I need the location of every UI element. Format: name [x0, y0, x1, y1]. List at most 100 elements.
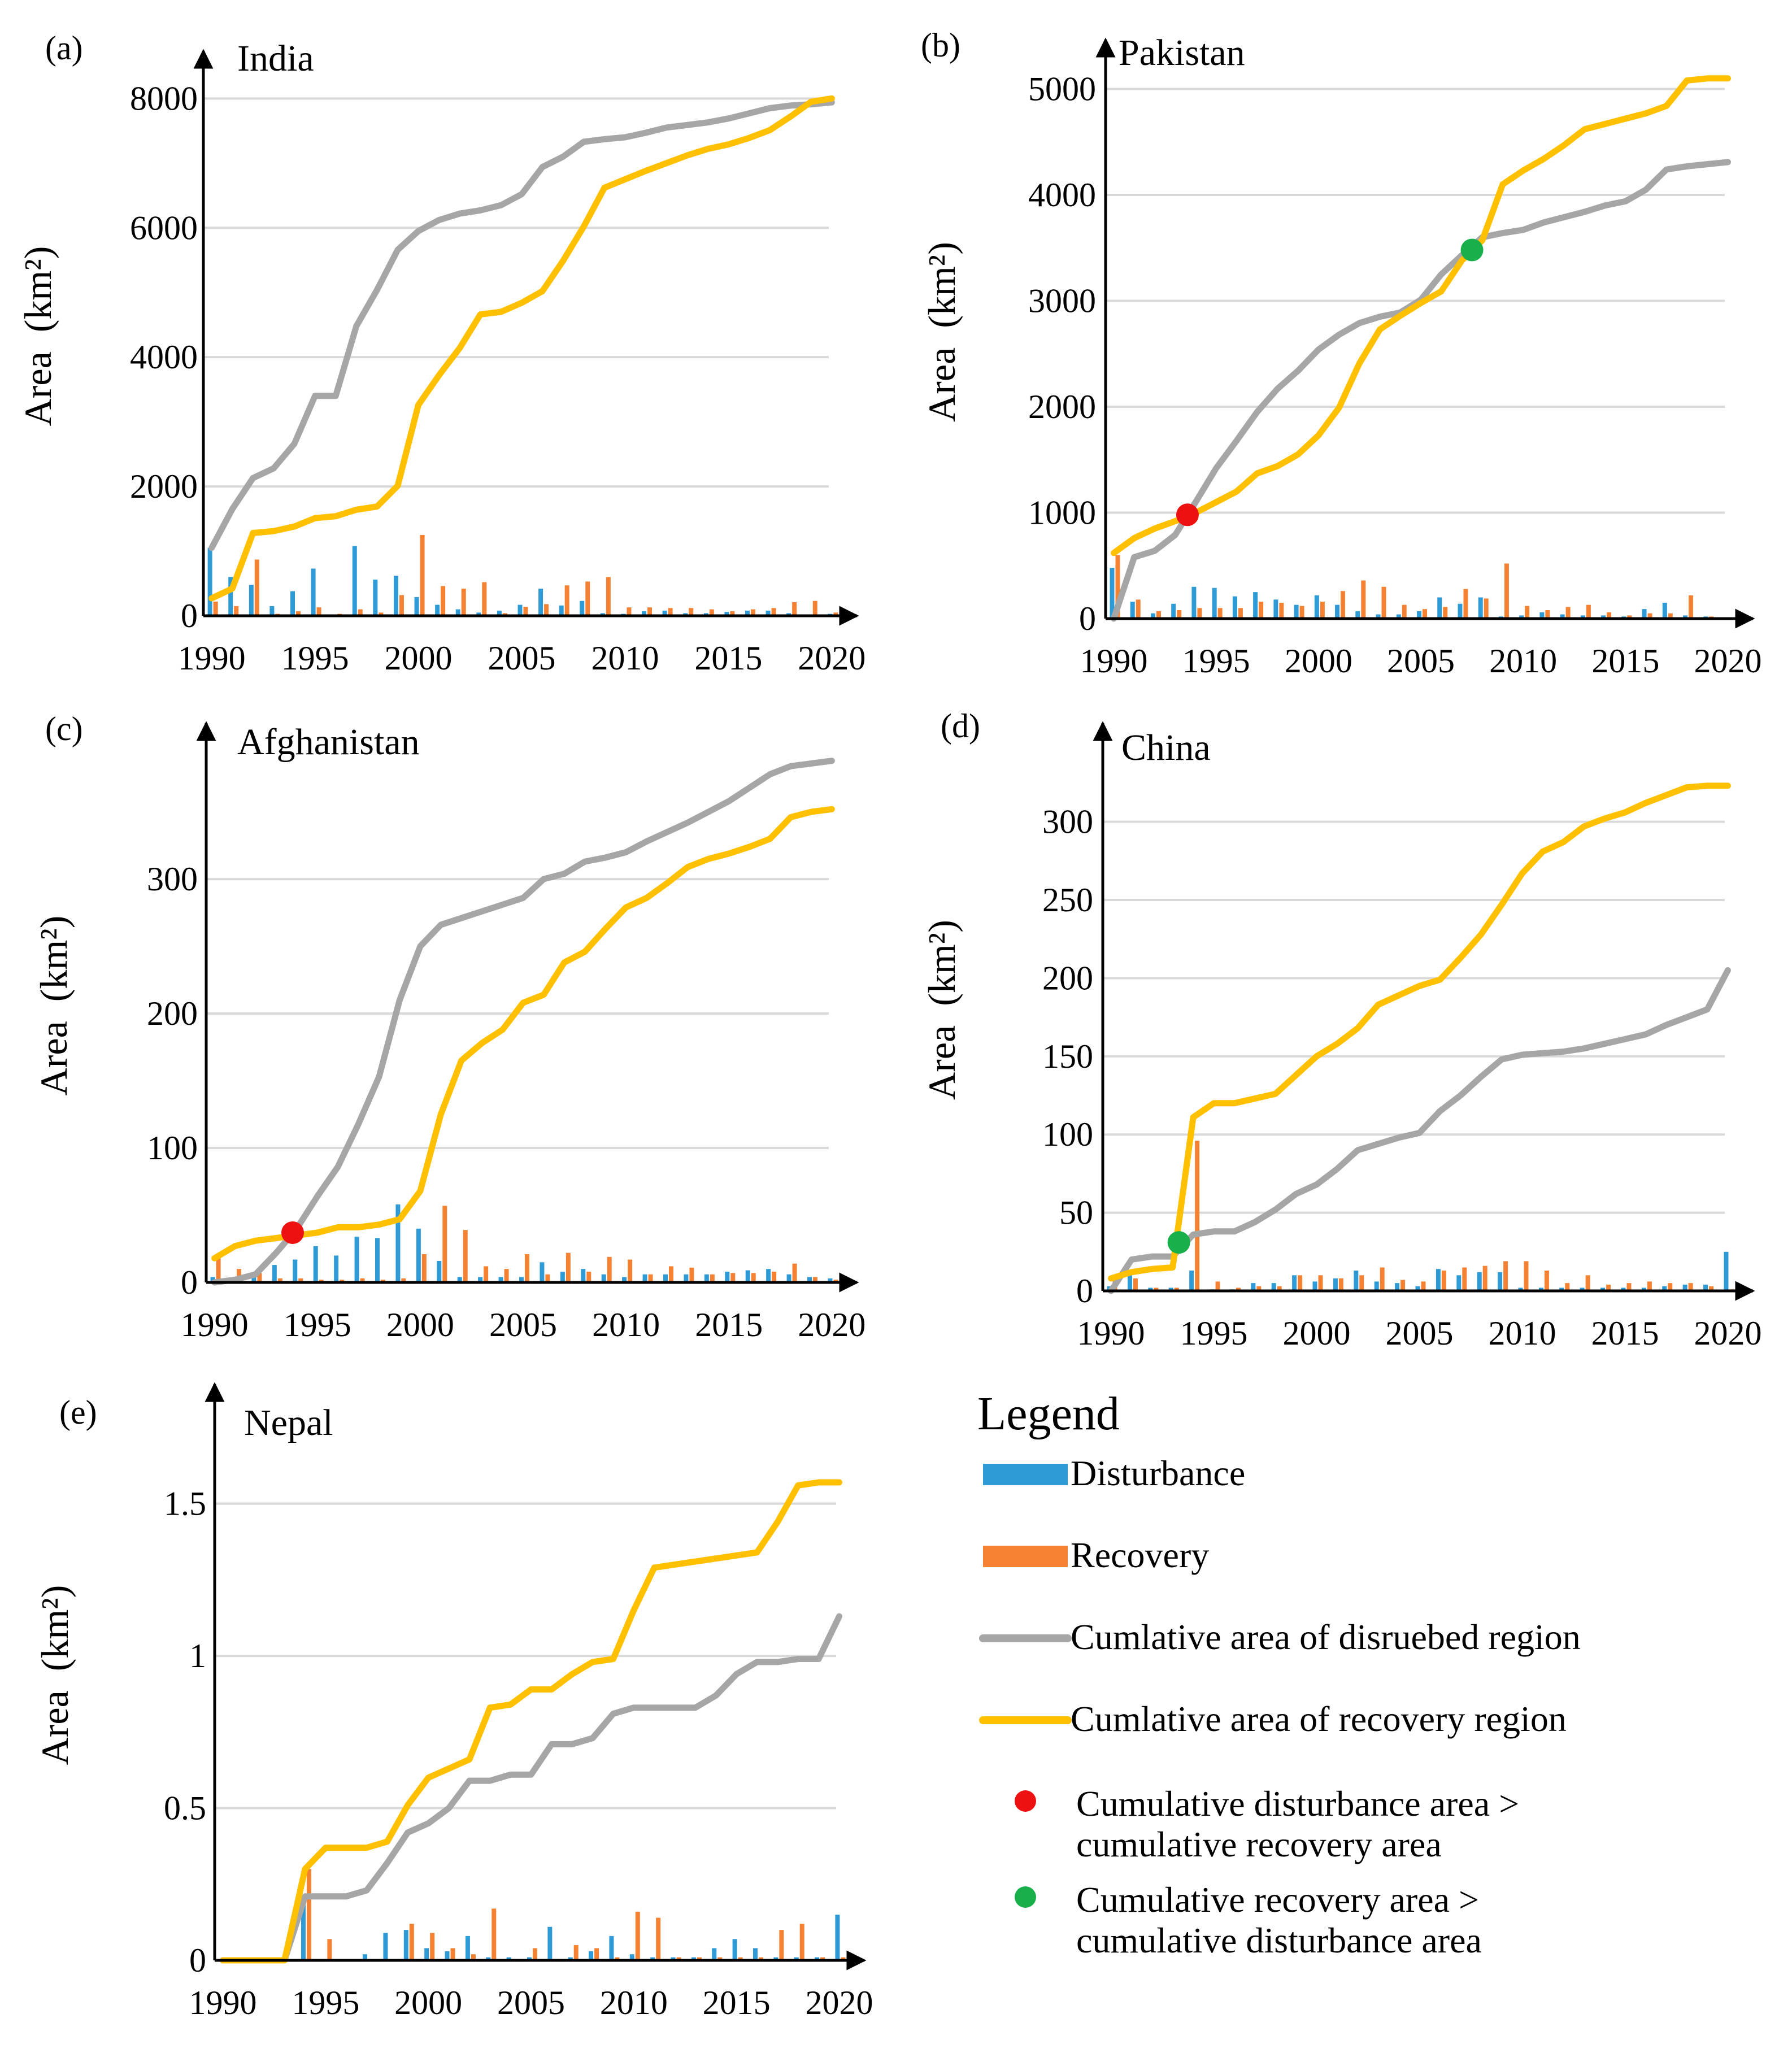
- bar-recovery: [833, 612, 838, 616]
- bar-recovery: [461, 588, 466, 616]
- bar-disturbance: [519, 1277, 524, 1282]
- bar-recovery: [409, 1924, 414, 1960]
- bar-recovery: [360, 1278, 365, 1282]
- bar-disturbance: [424, 1948, 429, 1960]
- y-tick-label: 4000: [130, 338, 198, 376]
- y-axis-label: Area (km²): [920, 920, 963, 1100]
- bar-recovery: [647, 607, 653, 616]
- panel-tag: (b): [921, 27, 960, 64]
- bar-disturbance: [1271, 1283, 1276, 1291]
- bar-disturbance: [1559, 1288, 1564, 1291]
- legend-label: Cumlative area of disruebed region: [1071, 1617, 1581, 1657]
- bar-recovery: [298, 1278, 303, 1282]
- bar-disturbance: [455, 609, 460, 616]
- bar-disturbance: [745, 1270, 750, 1282]
- bar-disturbance: [662, 610, 667, 616]
- legend-label: Cumulative disturbance area >: [1076, 1784, 1519, 1824]
- y-tick-label: 1.5: [164, 1485, 206, 1523]
- bar-disturbance: [1355, 611, 1360, 619]
- bar-recovery: [1341, 591, 1346, 619]
- bar-recovery: [1627, 615, 1632, 619]
- bar-recovery: [523, 606, 528, 616]
- bar-recovery: [1277, 1286, 1282, 1291]
- bar-disturbance: [313, 1246, 318, 1282]
- bar-disturbance: [622, 1277, 627, 1282]
- bar-recovery: [1668, 1283, 1673, 1291]
- bar-recovery: [615, 1957, 620, 1960]
- bar-disturbance: [560, 1271, 565, 1282]
- line-cumlative-area-of-recovery-region: [1108, 782, 1731, 1282]
- bar-recovery: [594, 1948, 599, 1960]
- bar-recovery: [1565, 1283, 1570, 1291]
- y-tick-label: 200: [1042, 959, 1093, 997]
- bar-disturbance: [601, 1274, 606, 1282]
- bar-disturbance: [1642, 609, 1647, 619]
- panel-tag: (d): [941, 707, 980, 745]
- bar-recovery: [1217, 608, 1223, 619]
- bar-recovery: [420, 534, 425, 616]
- bar-disturbance: [1232, 596, 1237, 619]
- legend: Legend Disturbance Recovery Cumlative area…: [977, 1387, 1581, 1960]
- y-tick-label: 250: [1042, 881, 1093, 919]
- x-tick-label: 2015: [1591, 642, 1659, 680]
- bar-disturbance: [311, 568, 316, 616]
- bar-disturbance: [1253, 592, 1258, 619]
- y-tick-label: 8000: [130, 80, 198, 117]
- x-tick-label: 2000: [1285, 642, 1352, 680]
- bar-recovery: [1463, 589, 1468, 619]
- bar-recovery: [585, 581, 590, 616]
- bar-recovery: [463, 1230, 468, 1282]
- y-axis-label: Area (km²): [16, 246, 59, 427]
- bar-recovery: [1544, 1271, 1549, 1291]
- bar-disturbance: [1724, 1251, 1729, 1291]
- bar-disturbance: [251, 1274, 256, 1282]
- bar-disturbance: [1641, 1288, 1646, 1291]
- bar-disturbance: [538, 588, 543, 616]
- y-tick-label: 1000: [1028, 494, 1096, 532]
- bar-disturbance: [1539, 612, 1545, 619]
- bar-disturbance: [540, 1262, 545, 1282]
- panel-title: Pakistan: [1119, 32, 1245, 73]
- bar-disturbance: [1294, 604, 1299, 619]
- bar-recovery: [327, 1939, 332, 1960]
- bar-disturbance: [568, 1957, 573, 1960]
- bar-disturbance: [435, 604, 440, 616]
- x-tick-label: 2010: [600, 1984, 668, 2021]
- bar-disturbance: [1171, 603, 1176, 619]
- bar-disturbance: [395, 1204, 401, 1282]
- bar-recovery: [213, 601, 218, 616]
- y-tick-label: 100: [1042, 1116, 1093, 1153]
- bar-recovery: [1668, 613, 1673, 619]
- bar-disturbance: [228, 577, 233, 616]
- x-tick-label: 1990: [189, 1984, 257, 2021]
- bar-disturbance: [1478, 597, 1483, 619]
- y-tick-label: 300: [147, 860, 198, 898]
- y-tick-label: 100: [147, 1129, 198, 1167]
- bar-recovery: [533, 1948, 537, 1960]
- bar-recovery: [1565, 607, 1571, 619]
- bar-disturbance: [650, 1957, 655, 1960]
- bar-disturbance: [383, 1933, 388, 1960]
- bar-recovery: [1402, 604, 1407, 619]
- bar-disturbance: [375, 1238, 380, 1282]
- bar-recovery: [544, 604, 549, 616]
- bar-disturbance: [1251, 1283, 1256, 1291]
- bar-recovery: [751, 1273, 756, 1282]
- bar-disturbance: [559, 605, 564, 616]
- bar-disturbance: [290, 591, 295, 616]
- bar-recovery: [1484, 598, 1489, 619]
- bar-recovery: [1443, 607, 1448, 619]
- bar-disturbance: [663, 1274, 668, 1282]
- bar-disturbance: [363, 1954, 368, 1960]
- bar-recovery: [421, 1254, 427, 1282]
- x-tick-label: 2005: [497, 1984, 565, 2021]
- legend-label: cumulative disturbance area: [1076, 1920, 1482, 1960]
- bar-recovery: [1318, 1275, 1323, 1291]
- bar-disturbance: [352, 546, 357, 616]
- bar-disturbance: [580, 601, 585, 616]
- bar-recovery: [1606, 1284, 1611, 1291]
- line-cumlative-area-of-disruebed-region: [1111, 159, 1731, 622]
- y-tick-label: 0: [1079, 600, 1096, 637]
- bar-recovery: [307, 1869, 311, 1960]
- panel-title: Nepal: [244, 1402, 333, 1443]
